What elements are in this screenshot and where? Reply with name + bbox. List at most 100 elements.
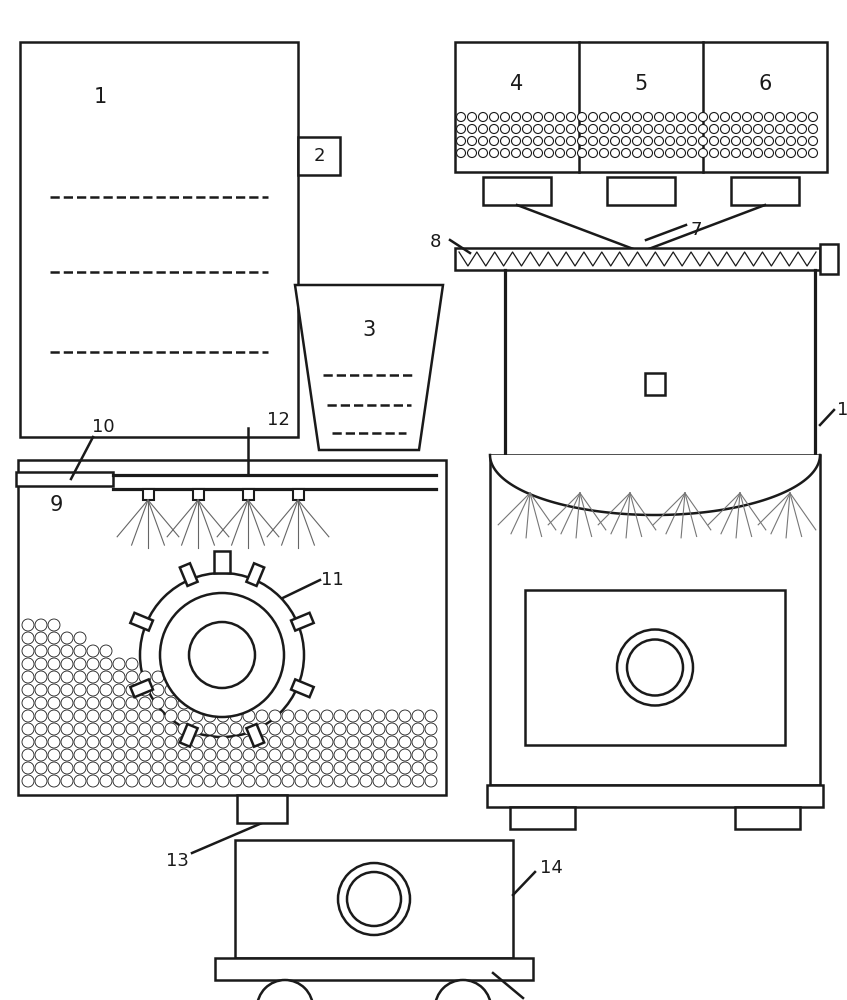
Circle shape: [721, 112, 729, 121]
Circle shape: [48, 684, 60, 696]
Circle shape: [48, 671, 60, 683]
Circle shape: [468, 124, 477, 133]
Circle shape: [787, 112, 795, 121]
Circle shape: [578, 124, 586, 133]
Circle shape: [534, 136, 542, 145]
Circle shape: [139, 736, 151, 748]
Circle shape: [48, 710, 60, 722]
Circle shape: [191, 710, 203, 722]
Circle shape: [87, 645, 99, 657]
Circle shape: [754, 112, 762, 121]
Circle shape: [622, 136, 630, 145]
Circle shape: [399, 749, 411, 761]
Circle shape: [243, 775, 255, 787]
Circle shape: [425, 775, 437, 787]
Circle shape: [256, 710, 268, 722]
Circle shape: [230, 736, 242, 748]
Circle shape: [74, 645, 86, 657]
Circle shape: [87, 749, 99, 761]
Circle shape: [622, 112, 630, 121]
Circle shape: [178, 762, 190, 774]
Circle shape: [688, 136, 696, 145]
Circle shape: [243, 749, 255, 761]
Circle shape: [567, 148, 575, 157]
Circle shape: [165, 684, 177, 696]
Circle shape: [457, 148, 466, 157]
Circle shape: [152, 749, 164, 761]
Circle shape: [425, 736, 437, 748]
Text: 12: 12: [267, 411, 290, 429]
Circle shape: [347, 710, 359, 722]
Circle shape: [578, 148, 586, 157]
Circle shape: [269, 762, 281, 774]
Circle shape: [165, 762, 177, 774]
Circle shape: [710, 112, 718, 121]
Circle shape: [512, 112, 521, 121]
Bar: [483, 177, 551, 205]
Circle shape: [22, 684, 34, 696]
Circle shape: [74, 736, 86, 748]
Circle shape: [74, 723, 86, 735]
Circle shape: [611, 112, 619, 121]
Circle shape: [776, 136, 784, 145]
Circle shape: [534, 148, 542, 157]
Circle shape: [243, 723, 255, 735]
Circle shape: [139, 671, 151, 683]
Circle shape: [468, 112, 477, 121]
Circle shape: [523, 136, 532, 145]
Circle shape: [217, 710, 229, 722]
Circle shape: [490, 124, 499, 133]
Circle shape: [191, 749, 203, 761]
Bar: [455, 248, 820, 270]
Circle shape: [732, 148, 740, 157]
Circle shape: [677, 148, 685, 157]
Circle shape: [22, 619, 34, 631]
Circle shape: [809, 148, 817, 157]
Polygon shape: [246, 563, 264, 586]
Circle shape: [87, 658, 99, 670]
Circle shape: [178, 723, 190, 735]
Circle shape: [479, 148, 488, 157]
Circle shape: [191, 697, 203, 709]
Circle shape: [61, 775, 73, 787]
Circle shape: [48, 658, 60, 670]
Circle shape: [269, 736, 281, 748]
Polygon shape: [291, 613, 313, 631]
Circle shape: [699, 148, 707, 157]
Circle shape: [243, 710, 255, 722]
Circle shape: [308, 762, 320, 774]
Circle shape: [677, 136, 685, 145]
Circle shape: [644, 148, 652, 157]
Text: 4: 4: [511, 74, 523, 94]
Circle shape: [373, 736, 385, 748]
Circle shape: [699, 124, 707, 133]
Circle shape: [776, 148, 784, 157]
Bar: [214, 551, 230, 573]
Polygon shape: [130, 613, 153, 631]
Circle shape: [74, 775, 86, 787]
Circle shape: [347, 736, 359, 748]
Bar: [215, 958, 533, 980]
Circle shape: [100, 736, 112, 748]
Polygon shape: [291, 679, 313, 697]
Circle shape: [295, 762, 307, 774]
Circle shape: [87, 762, 99, 774]
Circle shape: [347, 872, 401, 926]
Circle shape: [373, 762, 385, 774]
Circle shape: [321, 749, 333, 761]
Circle shape: [677, 112, 685, 121]
Circle shape: [295, 749, 307, 761]
Circle shape: [399, 710, 411, 722]
Circle shape: [61, 684, 73, 696]
Circle shape: [100, 658, 112, 670]
Circle shape: [61, 736, 73, 748]
Circle shape: [425, 710, 437, 722]
Circle shape: [100, 697, 112, 709]
Circle shape: [589, 124, 597, 133]
Circle shape: [22, 762, 34, 774]
Circle shape: [140, 573, 304, 737]
Text: 11: 11: [321, 571, 343, 589]
Circle shape: [191, 762, 203, 774]
Circle shape: [600, 148, 608, 157]
Circle shape: [412, 762, 424, 774]
